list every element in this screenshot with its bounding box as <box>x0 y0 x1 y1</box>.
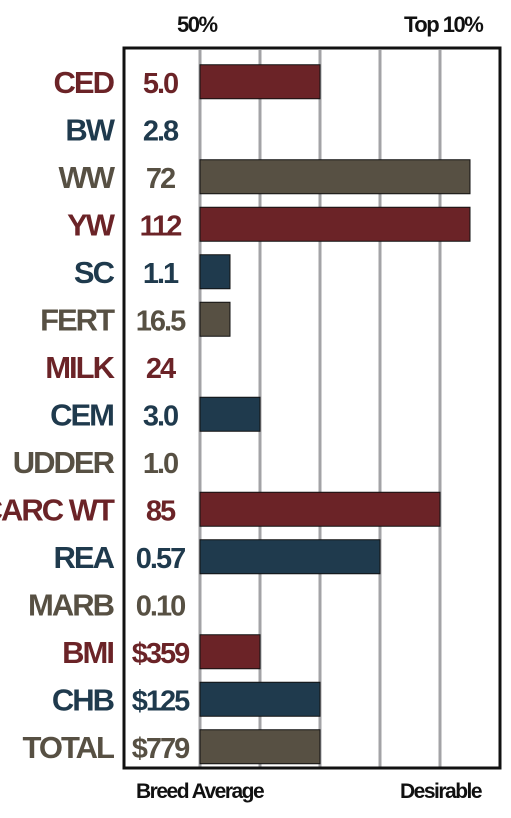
trait-label: CARC WT <box>0 492 115 527</box>
epd-value-label: 1.0 <box>143 448 178 480</box>
footer-desirable-label: Desirable <box>400 780 483 803</box>
bar-ww <box>199 159 471 195</box>
bar-carc-wt <box>199 491 441 527</box>
bars <box>199 64 471 765</box>
bar-cem <box>199 396 261 432</box>
row-labels: CED 5.0 BW 2.8 WW 72 YW 112 SC 1.1 FERT 16.5 MILK 24 C… <box>0 65 192 765</box>
header-top-10-label: Top 10% <box>404 12 484 37</box>
epd-value-label: $125 <box>132 685 190 717</box>
bar-yw <box>199 206 471 242</box>
bar-ced <box>199 64 321 100</box>
epd-value-label: 2.8 <box>143 115 179 147</box>
trait-label: BW <box>65 112 115 147</box>
epd-value-label: 0.57 <box>136 543 185 575</box>
bar-rea <box>199 539 381 575</box>
header-50-percent-label: 50% <box>177 12 218 37</box>
epd-value-label: $779 <box>132 733 190 765</box>
trait-label: WW <box>58 160 115 195</box>
trait-label: UDDER <box>13 445 115 480</box>
epd-value-label: 5.0 <box>143 68 178 100</box>
epd-value-label: 3.0 <box>143 400 178 432</box>
bar-total <box>199 729 321 765</box>
trait-label: YW <box>67 207 116 242</box>
bar-bmi <box>199 634 261 670</box>
epd-value-label: 1.1 <box>143 258 179 290</box>
epd-value-label: 0.10 <box>136 590 185 622</box>
epd-value-label: 85 <box>146 495 176 527</box>
trait-label: BMI <box>62 635 113 670</box>
bar-chb <box>199 681 321 717</box>
bar-sc <box>199 254 231 290</box>
epd-value-label: 112 <box>140 210 182 242</box>
trait-label: MILK <box>45 350 115 385</box>
trait-label: REA <box>54 540 115 575</box>
trait-label: FERT <box>40 302 115 337</box>
chart-frame <box>122 46 502 770</box>
epd-value-label: 16.5 <box>136 305 186 337</box>
epd-value-label: $359 <box>132 638 190 670</box>
trait-label: SC <box>74 255 115 290</box>
trait-label: TOTAL <box>23 730 115 765</box>
footer-breed-average-label: Breed Average <box>136 780 265 803</box>
trait-label: CED <box>54 65 115 100</box>
bar-fert <box>199 301 231 337</box>
epd-value-label: 72 <box>146 163 175 195</box>
trait-label: CEM <box>50 397 113 432</box>
epd-value-label: 24 <box>146 353 176 385</box>
trait-label: CHB <box>52 682 114 717</box>
trait-label: MARB <box>28 587 114 622</box>
